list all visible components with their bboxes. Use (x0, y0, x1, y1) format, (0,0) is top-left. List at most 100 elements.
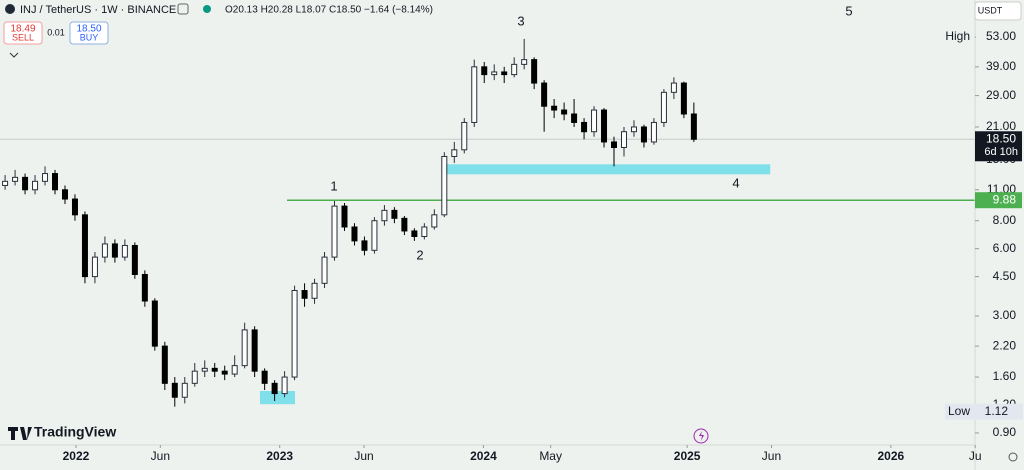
candle-body (221, 370, 228, 375)
candle-body (251, 329, 258, 372)
candle-body (451, 149, 458, 157)
candle-body (620, 131, 627, 148)
y-tick-label: 3.00 (993, 308, 1017, 322)
candle-body (101, 243, 108, 258)
annotation: 4 (732, 175, 739, 190)
candle-body (391, 209, 398, 219)
candle-body (271, 382, 278, 395)
candle-body (481, 66, 488, 76)
sell-label: SELL (12, 32, 34, 42)
candle-body (601, 109, 608, 143)
candle-body (151, 300, 158, 347)
candle-body (361, 240, 368, 251)
candle-body (22, 176, 29, 191)
candle-body (591, 109, 598, 133)
x-tick-label: 2024 (470, 449, 497, 463)
currency: USDT (978, 5, 1003, 15)
high-label: High (945, 29, 970, 43)
low-badge (945, 403, 1023, 420)
sell-price: 18.49 (10, 24, 35, 35)
candle-body (171, 382, 178, 398)
y-tick-label: 4.50 (993, 269, 1017, 283)
candle-body (291, 290, 298, 378)
candle-body (52, 173, 59, 191)
candle-body (461, 121, 468, 151)
candle-body (521, 59, 528, 65)
y-tick-label: 1.60 (993, 369, 1017, 383)
x-tick-label: Jun (762, 449, 781, 463)
high-badge (976, 29, 1022, 46)
x-tick-label: Jun (151, 449, 170, 463)
candle-body (611, 141, 618, 148)
buy-price: 18.50 (76, 24, 101, 35)
y-tick-label: 39.00 (986, 59, 1016, 73)
level-label: 9.88 (993, 192, 1017, 206)
candle-body (571, 113, 578, 123)
y-tick-label: 6.00 (993, 241, 1017, 255)
candle-body (321, 256, 328, 284)
candle-body (131, 244, 138, 275)
candle-body (61, 189, 68, 200)
candle-body (81, 214, 88, 278)
brand[interactable]: TradingView (34, 424, 116, 440)
plot-area (0, 38, 975, 407)
last-price-label: 18.50 (986, 131, 1016, 145)
annotation: 5 (845, 3, 852, 18)
ohlc: O20.13 H20.28 L18.07 C18.50 −1.64 (−8.14… (225, 5, 433, 16)
candle-body (91, 256, 98, 278)
candle-body (231, 365, 238, 375)
candle-body (281, 376, 288, 395)
candle-body (421, 226, 428, 238)
status-dot (203, 5, 211, 13)
candle-body (551, 105, 558, 111)
candle-body (581, 121, 588, 133)
currency-box[interactable] (974, 1, 1022, 21)
last-price-badge (975, 131, 1022, 162)
candle-body (32, 180, 39, 191)
level-badge (975, 192, 1022, 209)
x-tick-label: 2022 (63, 449, 90, 463)
candle-body (181, 382, 188, 398)
annotation: 3 (517, 13, 524, 28)
candle-body (2, 180, 9, 186)
low-value: 1.12 (985, 404, 1009, 418)
zone (259, 391, 295, 405)
annotation: 1 (330, 178, 337, 193)
candle-body (201, 367, 208, 372)
symbol[interactable]: INJ / TetherUS · 1W · BINANCE (20, 4, 176, 16)
event-bolt (699, 431, 704, 441)
x-tick-label: Jun (354, 449, 373, 463)
zone (445, 164, 771, 175)
collapse-icon[interactable] (9, 52, 19, 58)
x-tick-label: 2025 (674, 449, 701, 463)
x-tick-label: 2026 (878, 449, 905, 463)
candle-body (42, 173, 49, 182)
candle-body (660, 91, 667, 123)
y-tick-label: 0.90 (993, 425, 1017, 439)
candle-body (401, 217, 408, 232)
event-icon[interactable] (693, 428, 709, 444)
buy-button[interactable] (69, 21, 109, 45)
candle-body (690, 113, 697, 140)
candle-body (531, 59, 538, 84)
settings-gear[interactable] (1008, 452, 1018, 462)
candle-body (211, 367, 218, 372)
buy-label: BUY (80, 32, 99, 42)
candle-body (311, 282, 318, 299)
candle-body (261, 370, 268, 384)
candle-body (511, 63, 518, 76)
y-tick-label: 29.00 (986, 88, 1016, 102)
candle-body (471, 66, 478, 123)
settings-icon[interactable] (177, 3, 189, 15)
annotation: 2 (416, 247, 423, 262)
y-tick-label: 8.00 (993, 213, 1017, 227)
symbol-icon (5, 4, 15, 14)
candle-body (541, 82, 548, 107)
candle-body (501, 71, 508, 76)
candle-body (431, 214, 438, 228)
candle-body (71, 198, 78, 216)
sell-button[interactable] (3, 21, 43, 45)
spread: 0.01 (47, 27, 65, 37)
